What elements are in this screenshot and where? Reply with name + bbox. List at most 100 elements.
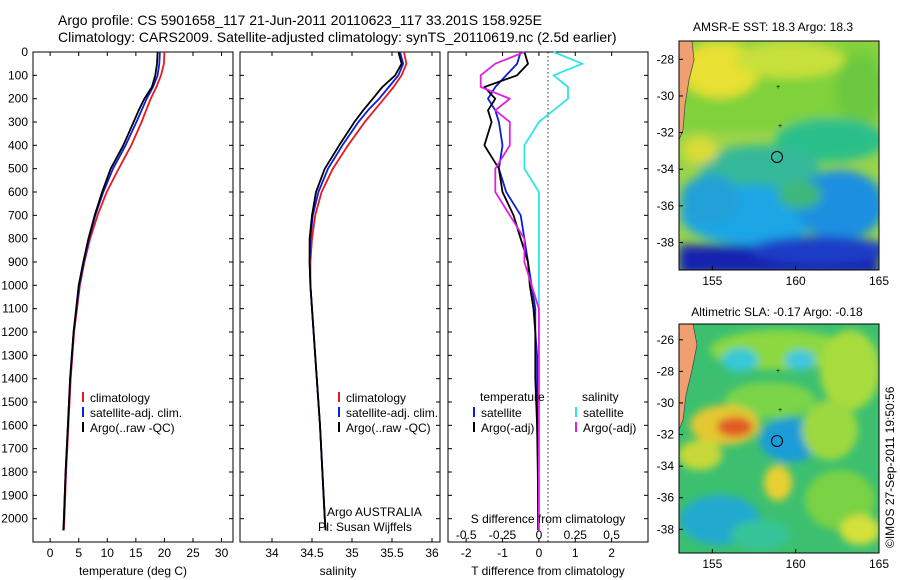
salinity-diff-tick-label: -0.25: [489, 528, 517, 542]
x-tick-label: 35.5: [380, 546, 404, 560]
map-lat-tick-label: -38: [657, 522, 675, 536]
temperature-xlabel: temperature (deg C): [79, 564, 187, 578]
map-lat-tick-label: -34: [657, 162, 675, 176]
x-tick-label: 35: [345, 546, 359, 560]
x-tick-label: 20: [158, 546, 172, 560]
salinity-panel: 34 34.5 35 35.5 36 climatology satellite-adj…: [239, 51, 441, 578]
annotation-argo-australia: Argo AUSTRALIA: [327, 505, 422, 519]
x-tick-label: 1: [572, 546, 579, 560]
x-tick-label: 10: [101, 546, 115, 560]
sla-map-title: Altimetric SLA: -0.17 Argo: -0.18: [691, 305, 863, 319]
figure-title-line2: Climatology: CARS2009. Satellite-adjuste…: [58, 29, 617, 45]
legend-title-temperature: temperature: [480, 390, 545, 404]
depth-tick-label: 1700: [1, 442, 28, 456]
depth-tick-label: 1800: [1, 465, 28, 479]
depth-tick-label: 300: [8, 115, 28, 129]
x-tick-label: 34.5: [300, 546, 324, 560]
depth-tick-label: 400: [8, 138, 28, 152]
legend-label-climatology: climatology: [346, 391, 406, 405]
legend-label-argo: Argo(..raw -QC): [90, 421, 175, 435]
legend-label-satellite: satellite-adj. clim.: [90, 406, 182, 420]
x-tick-label: 15: [129, 546, 143, 560]
map-lon-tick-label: 160: [786, 557, 806, 571]
sla-map-panel: Altimetric SLA: -0.17 Argo: -0.18: [657, 305, 890, 571]
difference-panel: -2 -1 0 1 2 -0.5 -0.25 0 0.25 0.5 temperature sat…: [447, 51, 649, 578]
sst-map-frame: [678, 40, 880, 271]
sla-field: + +: [679, 324, 879, 553]
x-tick-label: -1: [497, 546, 508, 560]
difference-legend: temperature satellite Argo(-adj) salinit…: [473, 390, 636, 435]
x-tick-label: 36: [425, 546, 439, 560]
depth-tick-label: 1100: [2, 302, 28, 316]
sst-map-panel: AMSR-E SST: 18.3 Argo: 18.3 + +: [657, 20, 890, 288]
temperature-panel: 0100200300400500600700800900100011001200…: [1, 45, 234, 578]
legend-label-sal-argo: Argo(-adj): [583, 421, 636, 435]
depth-tick-label: 900: [8, 255, 28, 269]
sst-argo-position-marker: [771, 151, 783, 163]
temperature-difference-label: T difference from climatology: [471, 564, 625, 578]
map-lat-tick-label: -36: [657, 491, 675, 505]
x-tick-label: -2: [461, 546, 472, 560]
x-tick-label: 34: [265, 546, 279, 560]
legend-title-salinity: salinity: [582, 390, 619, 404]
x-tick-label: 0: [536, 546, 543, 560]
salinity-xlabel: salinity: [320, 564, 357, 578]
depth-tick-label: 1500: [1, 395, 28, 409]
sst-track-mark: +: [776, 84, 780, 91]
depth-tick-label: 800: [8, 232, 28, 246]
sla-track-mark: +: [776, 368, 780, 375]
map-lon-tick-label: 165: [869, 557, 889, 571]
map-lon-tick-label: 155: [702, 274, 722, 288]
salinity-diff-tick-label: 0.25: [564, 528, 588, 542]
map-lat-tick-label: -36: [657, 199, 675, 213]
depth-tick-label: 200: [8, 92, 28, 106]
map-lat-tick-label: -28: [657, 364, 675, 378]
depth-tick-label: 2000: [1, 512, 28, 526]
sst-field: + +: [679, 41, 879, 270]
salinity-diff-tick-label: 0: [536, 528, 543, 542]
depth-tick-label: 100: [8, 68, 28, 82]
legend-label-satellite: satellite-adj. clim.: [346, 406, 438, 420]
map-lat-tick-label: -38: [657, 236, 675, 250]
map-lon-tick-label: 155: [702, 557, 722, 571]
x-tick-label: 25: [186, 546, 200, 560]
depth-tick-label: 1900: [1, 488, 28, 502]
depth-tick-label: 600: [8, 185, 28, 199]
salinity-axes-box: [239, 51, 441, 543]
salinity-legend: climatology satellite-adj. clim. Argo(..…: [338, 391, 438, 435]
map-lat-tick-label: -26: [657, 333, 675, 347]
map-lat-tick-label: -32: [657, 126, 675, 140]
sla-argo-position-marker: [771, 435, 783, 447]
legend-label-temp-argo: Argo(-adj): [481, 421, 534, 435]
temperature-legend: climatology satellite-adj. clim. Argo(..…: [82, 391, 182, 435]
imos-timestamp: ©IMOS 27-Sep-2011 19:50:56: [883, 386, 897, 548]
map-lat-tick-label: -28: [657, 52, 675, 66]
map-lat-tick-label: -34: [657, 459, 675, 473]
series-line-argo-raw-qc-: [62, 51, 159, 531]
salinity-diff-tick-label: -0.5: [456, 528, 477, 542]
depth-tick-label: 500: [8, 162, 28, 176]
sla-track-mark: +: [778, 407, 782, 414]
map-lon-tick-label: 160: [786, 274, 806, 288]
x-tick-label: 0: [47, 546, 54, 560]
salinity-difference-label: S difference from climatology: [471, 512, 626, 526]
x-tick-label: 2: [608, 546, 615, 560]
depth-tick-label: 0: [21, 45, 28, 59]
sst-map-title: AMSR-E SST: 18.3 Argo: 18.3: [693, 20, 853, 34]
depth-tick-label: 1300: [1, 348, 28, 362]
map-lat-tick-label: -30: [657, 89, 675, 103]
legend-label-sal-satellite: satellite: [583, 406, 624, 420]
x-tick-label: 30: [215, 546, 229, 560]
map-lat-tick-label: -32: [657, 428, 675, 442]
depth-tick-label: 1400: [1, 372, 28, 386]
annotation-pi: PI: Susan Wijffels: [318, 520, 412, 534]
series-line-salinity-argo-adj-: [479, 51, 540, 531]
map-lon-tick-label: 165: [869, 274, 889, 288]
series-line-argo-raw-qc-: [308, 51, 403, 531]
depth-tick-label: 1600: [1, 418, 28, 432]
sla-map-frame: [678, 323, 880, 554]
legend-label-temp-satellite: satellite: [481, 406, 522, 420]
map-lat-tick-label: -30: [657, 396, 675, 410]
depth-tick-label: 1000: [1, 278, 28, 292]
legend-label-climatology: climatology: [90, 391, 150, 405]
